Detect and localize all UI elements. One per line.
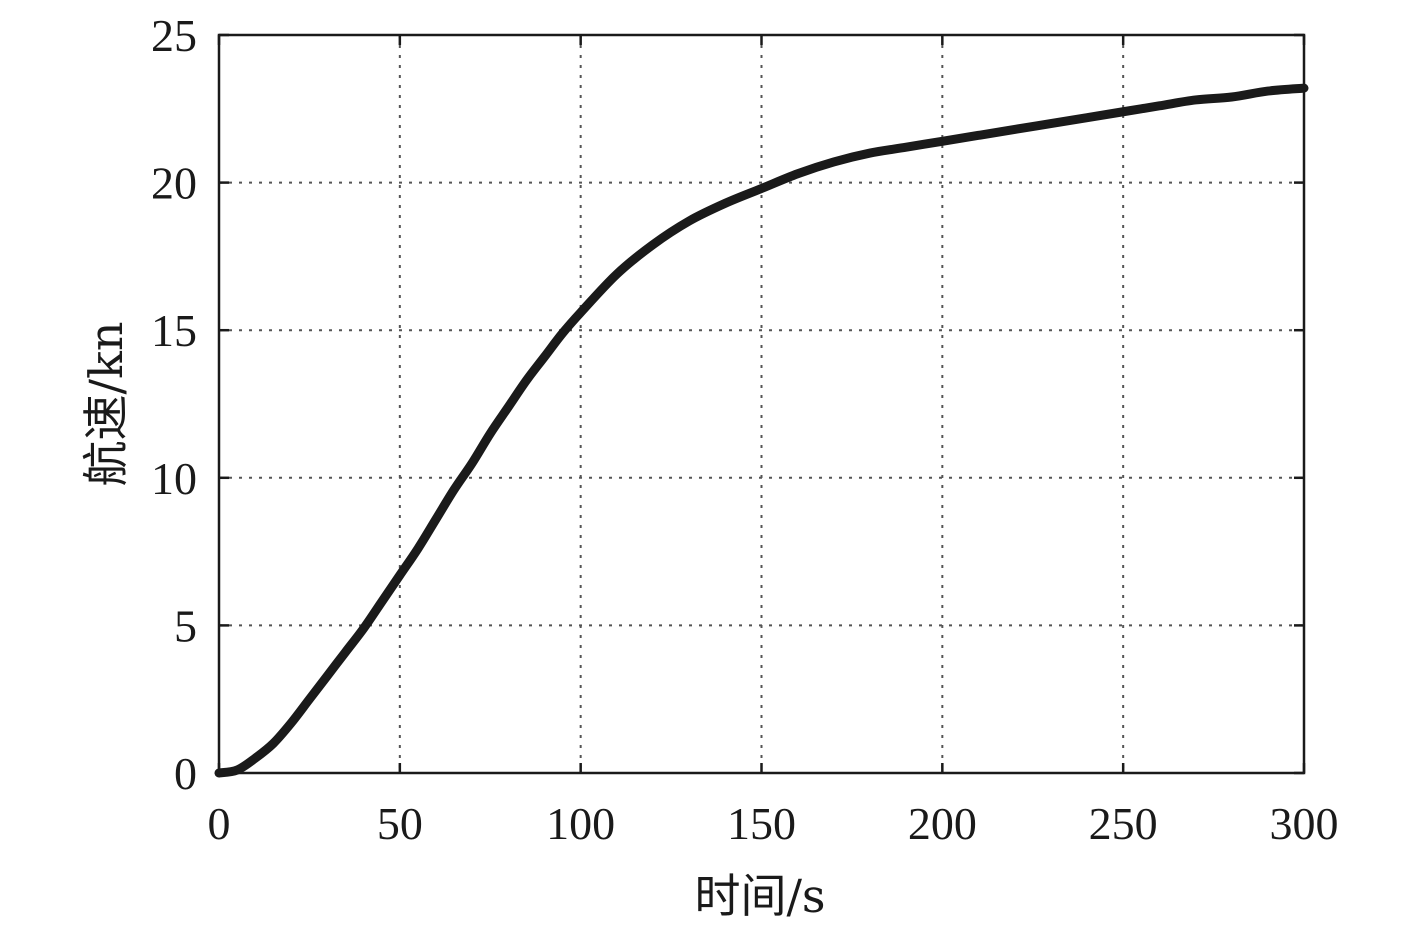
y-tick-label: 15 [151,305,197,356]
y-axis-label: 航速/kn [79,322,133,487]
y-tick-label: 20 [151,158,197,209]
x-tick-label: 50 [377,798,423,849]
y-tick-label: 25 [151,10,197,61]
x-tick-labels: 0 50 100 150 200 250 300 [208,798,1339,849]
x-tick-label: 300 [1270,798,1339,849]
y-tick-labels: 0 5 10 15 20 25 [151,10,197,799]
y-tick-label: 5 [174,600,197,651]
x-tick-label: 250 [1089,798,1158,849]
speed-series-line [214,83,1309,778]
series-layer [214,83,1309,778]
x-axis-label: 时间/s [694,869,825,923]
y-tick-label: 10 [151,453,197,504]
grid-lines [219,35,1304,773]
x-tick-label: 200 [908,798,977,849]
tick-marks [217,33,1306,775]
x-tick-label: 0 [208,798,231,849]
x-tick-label: 100 [546,798,615,849]
y-tick-label: 0 [174,748,197,799]
x-tick-label: 150 [727,798,796,849]
